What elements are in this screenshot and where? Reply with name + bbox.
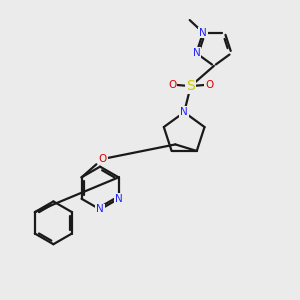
Text: N: N xyxy=(193,48,200,58)
Text: N: N xyxy=(96,204,104,214)
Text: O: O xyxy=(205,80,213,90)
Text: N: N xyxy=(199,28,207,38)
Text: S: S xyxy=(186,79,195,93)
Text: N: N xyxy=(180,107,188,117)
Text: O: O xyxy=(168,80,176,90)
Text: O: O xyxy=(99,154,107,164)
Text: N: N xyxy=(115,194,122,204)
